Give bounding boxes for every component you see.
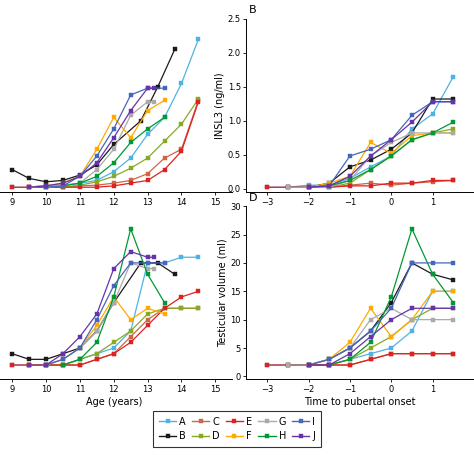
Y-axis label: INSL3 (ng/ml): INSL3 (ng/ml) bbox=[215, 72, 225, 139]
X-axis label: Age (years): Age (years) bbox=[86, 397, 142, 407]
X-axis label: Time to pubertal onset: Time to pubertal onset bbox=[304, 397, 416, 407]
Text: D: D bbox=[249, 193, 257, 203]
Y-axis label: Testicular volume (ml): Testicular volume (ml) bbox=[218, 238, 228, 347]
Legend: A, B, C, D, E, F, G, H, I, J: A, B, C, D, E, F, G, H, I, J bbox=[153, 410, 321, 447]
X-axis label: Age (years): Age (years) bbox=[86, 210, 142, 219]
X-axis label: Time to pubertal onset: Time to pubertal onset bbox=[304, 210, 416, 219]
Text: B: B bbox=[249, 6, 256, 16]
